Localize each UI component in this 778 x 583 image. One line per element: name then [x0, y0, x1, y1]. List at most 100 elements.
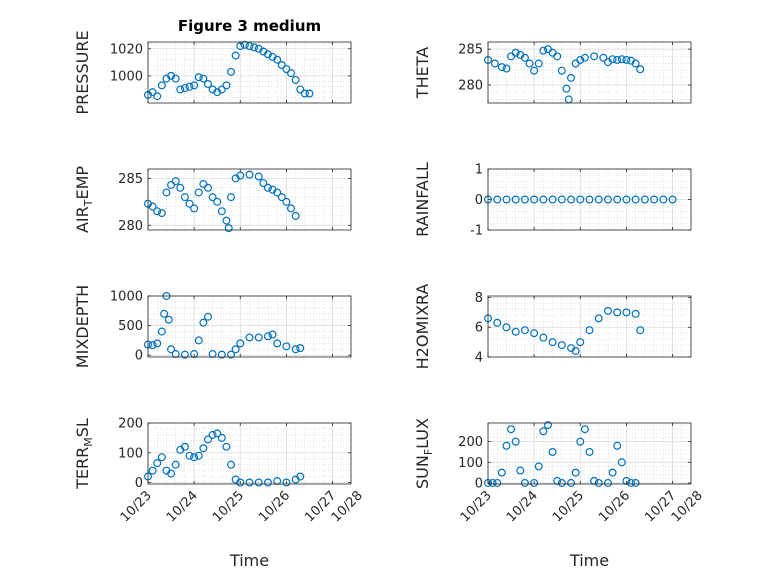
data-point-24 — [259, 179, 268, 188]
data-point-20 — [668, 195, 677, 204]
data-point-1 — [148, 466, 157, 475]
data-point-4 — [520, 195, 529, 204]
data-point-6 — [539, 195, 548, 204]
data-point-30 — [282, 65, 291, 74]
data-point-18 — [224, 224, 233, 233]
data-point-23 — [250, 43, 259, 52]
data-point-23 — [273, 339, 282, 348]
data-point-30 — [287, 204, 296, 213]
data-point-2 — [153, 92, 162, 101]
data-point-3 — [157, 327, 166, 336]
y-tick-label: 100 — [118, 446, 143, 461]
data-point-28 — [622, 55, 631, 64]
data-point-5 — [530, 329, 539, 338]
subplot-pressure: 1000 1020 PRESSURE Figure 3 medium — [73, 17, 352, 115]
data-point-20 — [576, 55, 585, 64]
data-point-10 — [534, 462, 543, 471]
data-point-19 — [245, 333, 254, 342]
series-markers — [144, 292, 305, 359]
subplot-theta: 280 285 THETA — [413, 41, 692, 104]
data-point-16 — [217, 207, 226, 216]
data-point-7 — [167, 345, 176, 354]
data-point-9 — [530, 478, 539, 487]
data-point-6 — [164, 315, 173, 324]
data-point-8 — [525, 59, 534, 68]
data-point-28 — [627, 478, 636, 487]
data-point-18 — [567, 73, 576, 82]
data-point-7 — [520, 53, 529, 62]
data-point-1 — [490, 59, 499, 68]
data-point-11 — [194, 73, 203, 82]
x-tick-label: 10/25 — [550, 488, 587, 525]
data-point-24 — [282, 342, 291, 351]
x-tick-label: 10/23 — [458, 488, 495, 525]
data-point-12 — [585, 326, 594, 335]
axes-box — [147, 168, 352, 231]
data-point-5 — [167, 469, 176, 478]
y-tick-label: 1 — [475, 163, 483, 178]
data-point-10 — [571, 347, 580, 356]
data-point-3 — [157, 81, 166, 90]
y-tick-label: 0 — [475, 476, 483, 491]
data-point-9 — [530, 66, 539, 75]
data-point-7 — [548, 338, 557, 347]
data-point-12 — [199, 444, 208, 453]
data-point-11 — [194, 336, 203, 345]
y-axis-label: H2OMIXRA — [413, 284, 432, 370]
data-point-1 — [148, 202, 157, 211]
x-tick-label: 10/26 — [256, 488, 293, 525]
data-point-15 — [622, 195, 631, 204]
data-point-21 — [240, 40, 249, 49]
y-tick-label: 285 — [458, 43, 483, 58]
figure-title: Figure 3 medium — [178, 17, 321, 35]
y-tick-label: 1000 — [110, 69, 143, 84]
y-axis-label: THETA — [413, 47, 432, 99]
y-tick-label: 500 — [118, 319, 143, 334]
data-point-6 — [171, 460, 180, 469]
subplot-air_temp: 280 285 AIRTEMP — [73, 166, 352, 234]
y-tick-label: 100 — [458, 456, 483, 471]
data-point-14 — [613, 195, 622, 204]
y-tick-label: 0 — [135, 349, 143, 364]
data-point-18 — [650, 195, 659, 204]
data-point-3 — [157, 209, 166, 218]
data-point-25 — [291, 345, 300, 354]
data-point-14 — [208, 350, 217, 359]
y-tick-label: 0 — [475, 193, 483, 208]
data-point-29 — [282, 197, 291, 206]
data-point-25 — [608, 55, 617, 64]
data-point-24 — [608, 468, 617, 477]
data-point-10 — [190, 350, 199, 359]
data-point-16 — [567, 478, 576, 487]
data-point-15 — [557, 478, 566, 487]
data-point-26 — [613, 55, 622, 64]
y-tick-label: 280 — [118, 219, 143, 234]
data-point-8 — [180, 84, 189, 93]
data-point-27 — [617, 55, 626, 64]
data-point-13 — [548, 447, 557, 456]
series-markers — [144, 170, 300, 233]
data-point-25 — [263, 183, 272, 192]
data-point-23 — [603, 478, 612, 487]
data-point-31 — [287, 69, 296, 78]
data-point-33 — [296, 85, 305, 94]
data-point-2 — [493, 478, 502, 487]
data-point-18 — [227, 67, 236, 76]
data-point-8 — [180, 193, 189, 202]
data-point-13 — [203, 435, 212, 444]
x-axis-label: Time — [569, 551, 609, 570]
y-tick-label: 4 — [475, 351, 483, 366]
data-point-17 — [222, 81, 231, 90]
data-point-14 — [208, 193, 217, 202]
data-point-4 — [160, 309, 169, 318]
data-point-20 — [254, 333, 263, 342]
data-point-21 — [245, 478, 254, 487]
data-point-24 — [273, 477, 282, 486]
data-point-14 — [208, 430, 217, 439]
data-point-6 — [539, 333, 548, 342]
y-axis-label: TERRMSL — [73, 418, 95, 490]
data-point-3 — [157, 453, 166, 462]
series-markers — [484, 306, 645, 356]
x-tick-label: 10/25 — [210, 488, 247, 525]
data-point-18 — [227, 460, 236, 469]
